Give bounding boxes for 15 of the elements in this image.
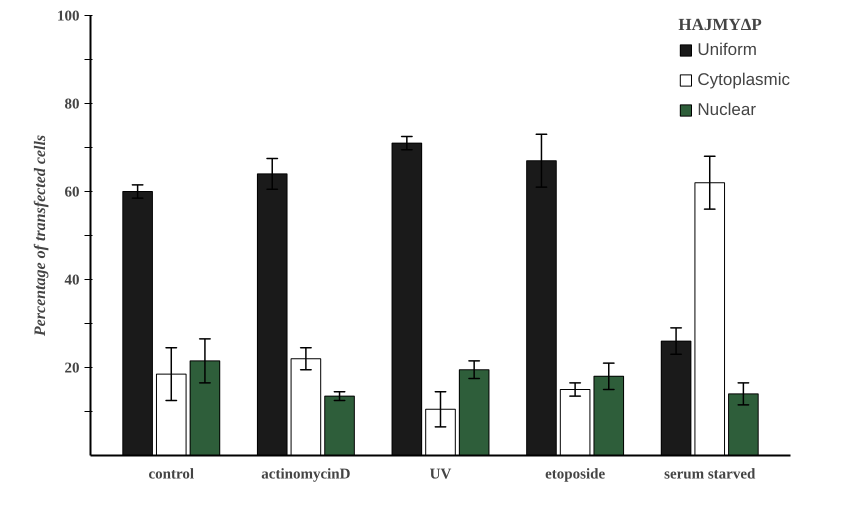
y-tick-label: 20	[64, 360, 80, 376]
y-axis-title: Percentage of transfected cells	[32, 134, 49, 338]
y-tick-label: 80	[64, 96, 80, 112]
x-tick-label: serum starved	[664, 466, 756, 482]
x-tick-label: etoposide	[545, 466, 606, 482]
legend-label: Cytoplasmic	[697, 70, 790, 90]
y-tick-label: 60	[64, 184, 80, 200]
y-tick-label: 40	[64, 272, 80, 288]
x-tick-label: control	[148, 466, 194, 482]
legend-title: HAJMYΔP	[678, 15, 763, 35]
legend-label: Uniform	[697, 40, 757, 60]
x-tick-label: actinomycinD	[261, 466, 351, 482]
legend-label: Nuclear	[697, 100, 756, 120]
y-tick-label: 100	[57, 8, 80, 24]
x-tick-label: UV	[430, 466, 452, 482]
